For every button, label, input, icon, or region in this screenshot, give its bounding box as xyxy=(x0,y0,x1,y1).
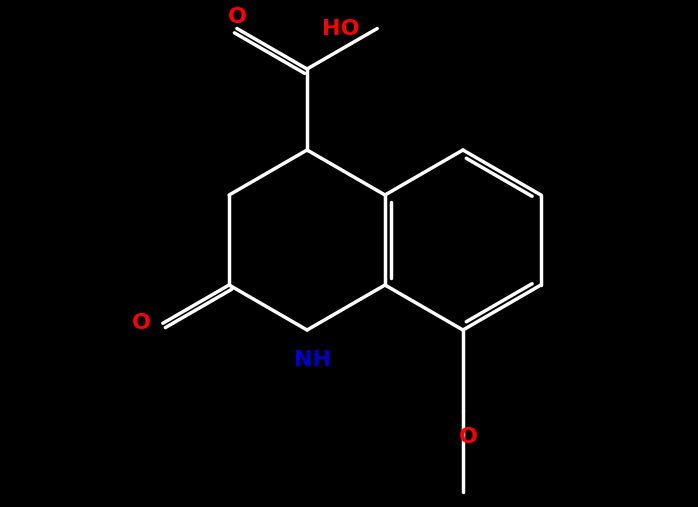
Text: O: O xyxy=(459,427,477,447)
Text: HO: HO xyxy=(322,18,359,39)
Text: O: O xyxy=(132,313,151,333)
Text: O: O xyxy=(228,7,246,26)
Text: NH: NH xyxy=(294,350,331,370)
